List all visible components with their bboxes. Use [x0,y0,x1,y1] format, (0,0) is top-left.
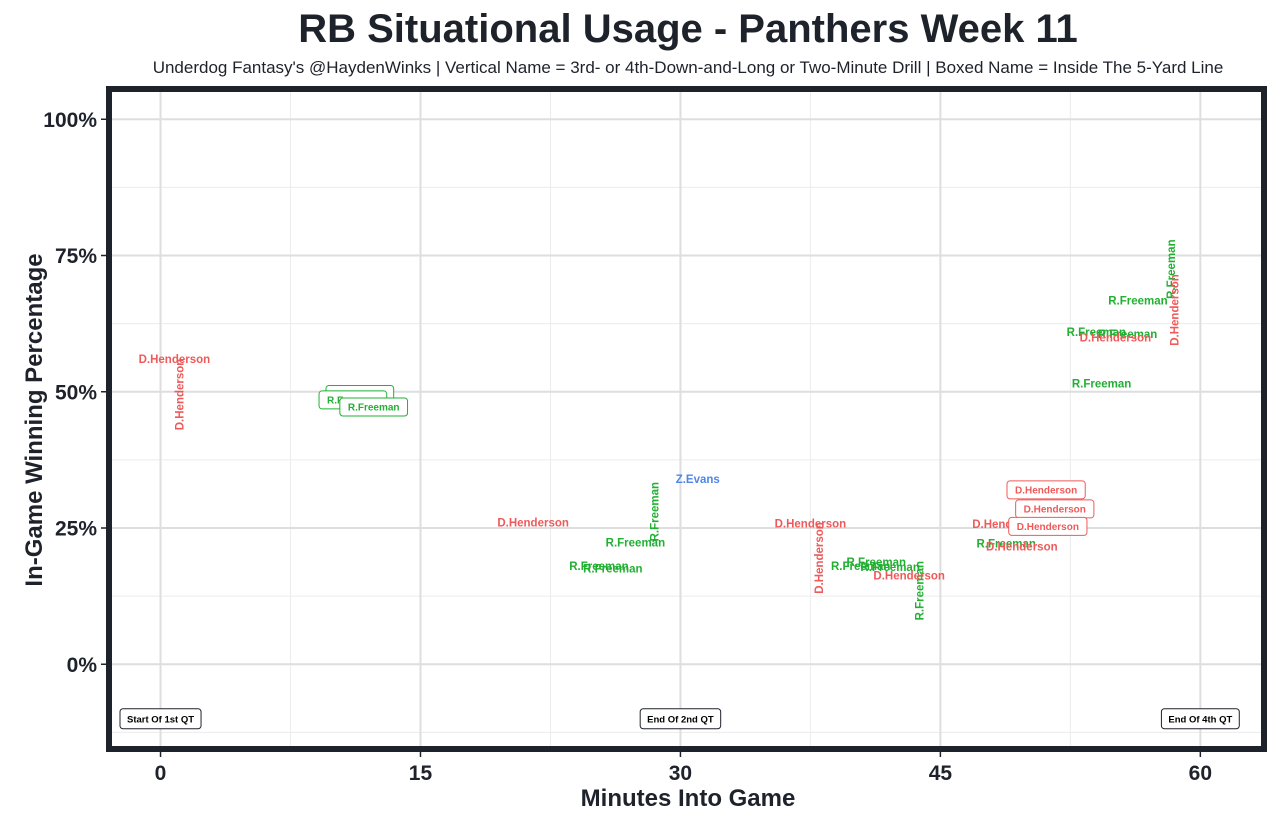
data-label-boxed: R.Freeman [348,403,400,414]
data-label-vertical: D.Henderson [175,359,187,431]
x-tick-label: 15 [409,762,433,785]
data-point: D.Henderson [1169,274,1181,346]
x-tick-label: 60 [1189,762,1212,785]
quarter-annotation-label: End Of 4th QT [1168,714,1232,725]
data-point: R.Freeman [1072,379,1131,391]
data-label: R.Freeman [1098,329,1157,341]
y-tick-label: 75% [55,245,97,268]
y-tick-label: 50% [55,381,97,404]
data-point: Z.Evans [676,474,720,486]
data-label: D.Henderson [986,542,1058,554]
data-label: D.Henderson [873,570,945,582]
data-label: R.Freeman [831,561,890,573]
data-label-vertical: R.Freeman [1166,239,1178,298]
y-tick-label: 25% [55,518,97,541]
quarter-annotation-label: End Of 2nd QT [647,714,714,725]
data-point: R.Freeman [1166,239,1178,298]
data-point: D.Henderson [986,542,1058,554]
data-label: R.Freeman [860,562,919,574]
data-label: D.Henderson [139,354,211,366]
y-tick-label: 100% [43,109,97,132]
y-tick-label: 0% [67,654,98,677]
data-point: R.Freeman [847,557,906,569]
data-label: R.Freeman [1108,296,1167,308]
y-axis-title: In-Game Winning Percentage [21,253,48,586]
data-point: R.Freeman [1067,327,1126,339]
data-label: D.Henderson [497,518,569,530]
data-label-boxed: D.Henderson [1015,485,1077,496]
plot-border [106,86,1267,752]
chart-subtitle: Underdog Fantasy's @HaydenWinks | Vertic… [153,58,1224,77]
data-point: D.Henderson [814,522,826,594]
data-point: R.Freeman [583,563,642,575]
data-labels: R.FreemanR.FreemanR.FreemanR.FreemanR.Fr… [139,239,1182,620]
data-point: D.Henderson [1008,516,1088,536]
data-label-vertical: R.Freeman [915,561,927,620]
data-label: R.Freeman [583,563,642,575]
data-label-box [1006,480,1086,500]
data-point: D.Henderson [775,519,847,531]
quarter-annotation: Start Of 1st QT [119,708,202,730]
data-label: R.Freeman [847,557,906,569]
data-point: R.Freeman [1098,329,1157,341]
data-label: R.Freeman [1072,379,1131,391]
data-label: Z.Evans [676,474,720,486]
data-label-box [1008,516,1088,536]
chart-title: RB Situational Usage - Panthers Week 11 [298,7,1078,51]
data-label-vertical: D.Henderson [814,522,826,594]
data-point: D.Henderson [1080,332,1152,344]
data-point: D.Henderson [1015,499,1095,519]
data-point: R.Freeman [860,562,919,574]
data-label: R.Freeman [977,538,1036,550]
x-tick-label: 30 [669,762,692,785]
quarter-annotation: End Of 4th QT [1160,708,1240,730]
data-point: R.Freeman [915,561,927,620]
data-label: R.Freeman [606,538,665,550]
x-tick-label: 45 [929,762,953,785]
data-point: D.Henderson [497,518,569,530]
grid [112,92,1261,746]
quarter-annotation-box [119,708,202,730]
data-label-vertical: D.Henderson [1169,274,1181,346]
data-label-boxed: D.Henderson [1017,522,1079,533]
data-label-vertical: R.Freeman [649,482,661,541]
data-point: R.Freeman [569,561,628,573]
data-point: R.Freeman [977,538,1036,550]
quarter-annotations: Start Of 1st QT End Of 2nd QT End Of 4th Q… [119,708,1240,730]
data-label: R.Freeman [1067,327,1126,339]
data-label: D.Henderson [1080,332,1152,344]
quarter-annotation-box [639,708,722,730]
data-point: D.Henderson [873,570,945,582]
data-point: D.Henderson [1006,480,1086,500]
data-label-box [339,397,409,417]
data-point: R.Freeman [649,482,661,541]
quarter-annotation-label: Start Of 1st QT [127,714,194,725]
data-label: D.Henderson [775,519,847,531]
data-label-boxed: D.Henderson [1024,504,1086,515]
data-point: R.Freeman [339,397,409,417]
data-point: R.Freeman [831,561,890,573]
data-point: R.Freeman [1108,296,1167,308]
quarter-annotation-box [1160,708,1240,730]
data-point: R.Freeman [606,538,665,550]
data-label: R.Freeman [569,561,628,573]
data-point: D.Henderson [139,354,211,366]
x-axis-ticks: 0 15 30 45 60 [155,752,1212,785]
x-axis-title: Minutes Into Game [581,785,796,812]
x-tick-label: 0 [155,762,167,785]
data-point: D.Henderson [175,359,187,431]
quarter-annotation: End Of 2nd QT [639,708,722,730]
y-axis-ticks: 0% 25% 50% 75% 100% [43,109,106,677]
